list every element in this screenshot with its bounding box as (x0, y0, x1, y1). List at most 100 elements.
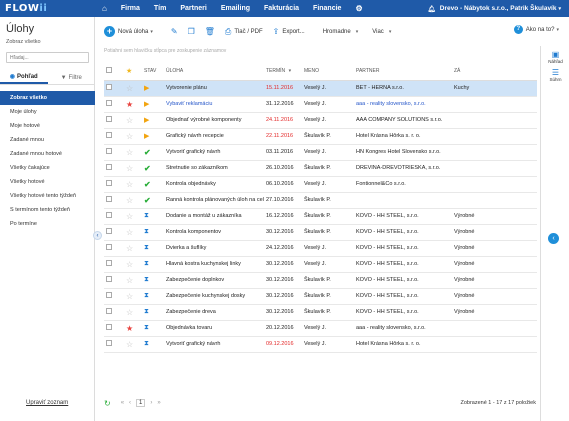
star-icon[interactable]: ☆ (126, 147, 134, 157)
row-select[interactable] (104, 272, 124, 289)
delete-trash-icon[interactable]: 🗑︎ (204, 27, 215, 36)
row-star[interactable]: ☆ (124, 128, 142, 145)
star-icon[interactable]: ☆ (126, 211, 134, 221)
table-row[interactable]: ☆ ▶ Objednať výrobné komponenty 24.11.2016 V… (104, 112, 537, 129)
nav-firma[interactable]: Firma (120, 5, 140, 12)
checkbox[interactable] (106, 340, 112, 346)
checkbox[interactable] (106, 228, 112, 234)
star-icon[interactable]: ☆ (126, 259, 134, 269)
header-star[interactable]: ★ (124, 62, 142, 81)
row-select[interactable] (104, 112, 124, 129)
search-input[interactable] (6, 52, 89, 63)
task-title[interactable]: Vybaviť reklamáciu (164, 96, 264, 113)
table-row[interactable]: ☆ ⧗ Dodanie a montáž u zákazníka 16.12.2016… (104, 208, 537, 225)
export-button[interactable]: ⇪ Export... (272, 27, 305, 36)
checkbox[interactable] (106, 100, 112, 106)
table-row[interactable]: ☆ ⧗ Dvierka a šuflíky 24.12.2016 Veselý J. KO… (104, 240, 537, 257)
task-title[interactable]: Vytvoriť grafický návrh (164, 336, 264, 353)
more-dropdown[interactable]: Viac ▾ (372, 28, 392, 35)
company-user-menu[interactable]: Drevo - Nábytok s.r.o., Patrik Škulavík (439, 5, 557, 12)
header-status[interactable]: STAV (142, 62, 164, 81)
task-title[interactable]: Stretnutie so zákazníkom (164, 160, 264, 177)
view-item-assigned-by-me-done[interactable]: Zadané mnou hotové (10, 151, 62, 157)
task-title[interactable]: Zabezpečenie doplnkov (164, 272, 264, 289)
row-select[interactable] (104, 192, 124, 209)
copy-icon[interactable]: ❐ (187, 27, 195, 36)
view-item-overdue[interactable]: Po termíne (10, 221, 37, 227)
row-star[interactable]: ☆ (124, 304, 142, 321)
star-icon[interactable]: ☆ (126, 195, 134, 205)
checkbox[interactable] (106, 244, 112, 250)
last-page-icon[interactable]: » (157, 400, 161, 406)
header-select[interactable] (104, 62, 124, 81)
checkbox[interactable] (106, 164, 112, 170)
expand-right-panel-button[interactable]: ‹ (548, 233, 559, 244)
view-item-done-this-week[interactable]: Všetky hotové tento týždeň (10, 193, 77, 199)
view-item-all-waiting[interactable]: Všetky čakajúce (10, 165, 50, 171)
view-item-my-done[interactable]: Moje hotové (10, 123, 40, 129)
checkbox[interactable] (106, 324, 112, 330)
bell-icon[interactable]: 🔔︎ (427, 5, 436, 13)
checkbox[interactable] (106, 308, 112, 314)
nav-tim[interactable]: Tím (153, 5, 167, 12)
table-row[interactable]: ★ ▶ Vybaviť reklamáciu 31.12.2016 Veselý J. a… (104, 96, 537, 113)
tab-filter[interactable]: ▼ Filtre (60, 74, 82, 81)
task-title[interactable]: Objednávka tovaru (164, 320, 264, 337)
task-title[interactable]: Dvierka a šuflíky (164, 240, 264, 257)
nav-financie[interactable]: Financie (313, 5, 342, 12)
row-star[interactable]: ☆ (124, 256, 142, 273)
row-star[interactable]: ☆ (124, 80, 142, 97)
row-star[interactable]: ☆ (124, 240, 142, 257)
header-task[interactable]: ÚLOHA (164, 62, 264, 81)
task-title[interactable]: Hlavná kostra kuchynskej linky (164, 256, 264, 273)
refresh-icon[interactable]: ↻ (104, 398, 111, 408)
checkbox[interactable] (106, 116, 112, 122)
row-star[interactable]: ☆ (124, 160, 142, 177)
help-button[interactable]: ? Ako na to? ▾ (513, 25, 559, 34)
task-title[interactable]: Zabezpečenie dreva (164, 304, 264, 321)
header-extra[interactable]: ZÁ (452, 62, 537, 81)
row-select[interactable] (104, 208, 124, 225)
task-title[interactable]: Ranná kontrola plánovaných úloh na celý … (164, 192, 264, 209)
row-star[interactable]: ☆ (124, 176, 142, 193)
nav-partneri[interactable]: Partneri (180, 5, 207, 12)
view-item-assigned-by-me[interactable]: Zadané mnou (10, 137, 44, 143)
bulk-actions-dropdown[interactable]: Hromadne ▾ (322, 28, 359, 35)
task-title[interactable]: Zabezpečenie kuchynskej dosky (164, 288, 264, 305)
row-select[interactable] (104, 240, 124, 257)
chevron-down-icon[interactable]: ▾ (558, 5, 561, 12)
checkbox[interactable] (106, 66, 112, 73)
view-item-all-done[interactable]: Všetky hotové (10, 179, 45, 185)
row-select[interactable] (104, 256, 124, 273)
row-star[interactable]: ☆ (124, 288, 142, 305)
task-title[interactable]: Kontrola objednávky (164, 176, 264, 193)
group-by-drop-zone[interactable]: Potiahni sem hlavičku stĺpca pre zoskupe… (104, 48, 227, 54)
row-star[interactable]: ★ (124, 320, 142, 337)
star-icon[interactable]: ☆ (126, 339, 134, 349)
row-star[interactable]: ☆ (124, 144, 142, 161)
checkbox[interactable] (106, 84, 112, 90)
checkbox[interactable] (106, 212, 112, 218)
table-row[interactable]: ☆ ▶ Vytvorenie plánu 15.11.2016 Veselý J. BET… (104, 80, 537, 97)
preview-button[interactable]: ▣ Náhľad (541, 50, 569, 64)
row-select[interactable] (104, 96, 124, 113)
table-row[interactable]: ☆ ⧗ Kontrola komponentov 30.12.2016 Škulavík… (104, 224, 537, 241)
row-select[interactable] (104, 160, 124, 177)
header-due-date[interactable]: TERMÍN ▾ (264, 62, 302, 81)
view-item-all[interactable]: Zobraz všetko (0, 91, 95, 105)
task-title[interactable]: Vytvorenie plánu (164, 80, 264, 97)
task-title[interactable]: Dodanie a montáž u zákazníka (164, 208, 264, 225)
star-icon[interactable]: ☆ (126, 179, 134, 189)
row-select[interactable] (104, 224, 124, 241)
table-row[interactable]: ☆ ✔ Ranná kontrola plánovaných úloh na cel… (104, 192, 537, 209)
flowii-logo[interactable]: FLOWii (5, 3, 48, 14)
nav-fakturacia[interactable]: Fakturácia (264, 5, 300, 12)
edit-list-link[interactable]: Upraviť zoznam (26, 400, 69, 406)
star-icon[interactable]: ☆ (126, 275, 134, 285)
tab-view[interactable]: ◉ Pohľad (0, 71, 48, 84)
row-select[interactable] (104, 144, 124, 161)
row-select[interactable] (104, 320, 124, 337)
star-icon[interactable]: ☆ (126, 115, 134, 125)
table-row[interactable]: ☆ ▶ Grafický návrh recepcie 22.11.2016 Škula… (104, 128, 537, 145)
nav-emailing[interactable]: Emailing (220, 5, 251, 12)
